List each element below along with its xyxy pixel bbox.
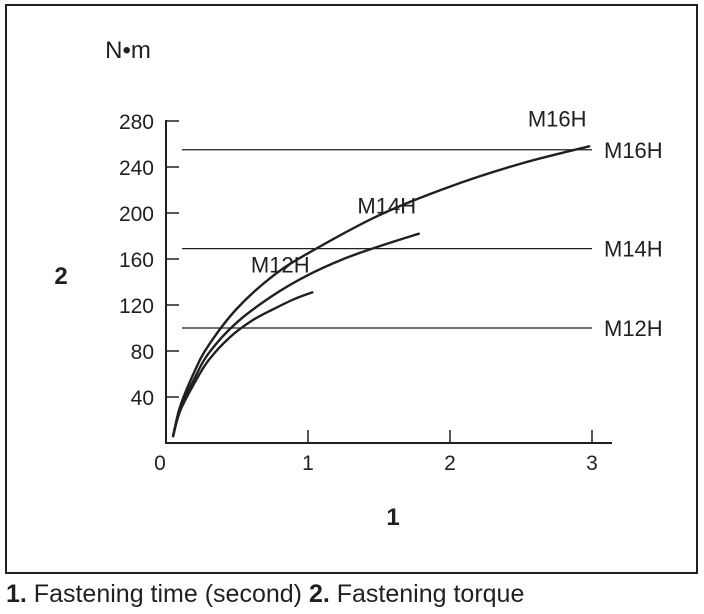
chart-frame xyxy=(5,4,698,574)
reference-lines xyxy=(182,149,592,329)
figure-caption: 1. Fastening time (second) 2. Fastening … xyxy=(6,580,524,609)
reference-label-m16h: M16H xyxy=(604,138,663,163)
curve-m12h xyxy=(171,291,314,438)
reference-label-m12h: M12H xyxy=(604,316,663,341)
curve-m14h xyxy=(171,232,420,438)
unit-label: N•m xyxy=(105,37,151,64)
x-tick-label-2: 2 xyxy=(444,452,456,475)
y-tick-label-280: 280 xyxy=(119,111,154,134)
y-tick-label-120: 120 xyxy=(119,295,154,318)
series-labels: M12H M14H M16H M12H M14H M16H xyxy=(251,106,663,341)
y-ticks: 40 80 120 160 200 240 280 xyxy=(119,111,179,410)
x-axis-marker: 1 xyxy=(386,504,399,531)
curve-label-m16h: M16H xyxy=(528,106,587,131)
x-ticks: 0 1 2 3 xyxy=(154,430,598,475)
y-tick-label-240: 240 xyxy=(119,157,154,180)
y-axis-marker: 2 xyxy=(54,263,67,290)
caption-text-2: Fastening torque xyxy=(329,580,525,608)
y-tick-label-160: 160 xyxy=(119,249,154,272)
caption-number-1: 1. xyxy=(6,580,27,608)
x-tick-label-0: 0 xyxy=(154,452,166,475)
caption-number-2: 2. xyxy=(308,580,330,608)
x-tick-label-1: 1 xyxy=(302,452,314,475)
reference-label-m14h: M14H xyxy=(604,237,663,262)
curve-label-m12h: M12H xyxy=(251,252,310,277)
x-tick-label-3: 3 xyxy=(586,452,598,475)
torque-curves xyxy=(171,145,591,438)
curve-label-m14h: M14H xyxy=(357,194,416,219)
curve-m16h xyxy=(171,145,591,438)
y-tick-label-40: 40 xyxy=(131,387,154,410)
y-tick-label-200: 200 xyxy=(119,203,154,226)
y-tick-label-80: 80 xyxy=(131,341,154,364)
caption-text-1: Fastening time (second) xyxy=(26,580,309,608)
